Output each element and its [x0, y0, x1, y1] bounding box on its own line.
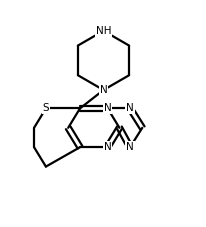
Text: N: N — [99, 85, 107, 95]
Text: N: N — [103, 142, 111, 152]
Text: N: N — [103, 103, 111, 114]
Text: NH: NH — [95, 26, 111, 36]
Text: S: S — [42, 103, 49, 114]
Text: N: N — [126, 103, 133, 114]
Text: N: N — [126, 142, 133, 152]
